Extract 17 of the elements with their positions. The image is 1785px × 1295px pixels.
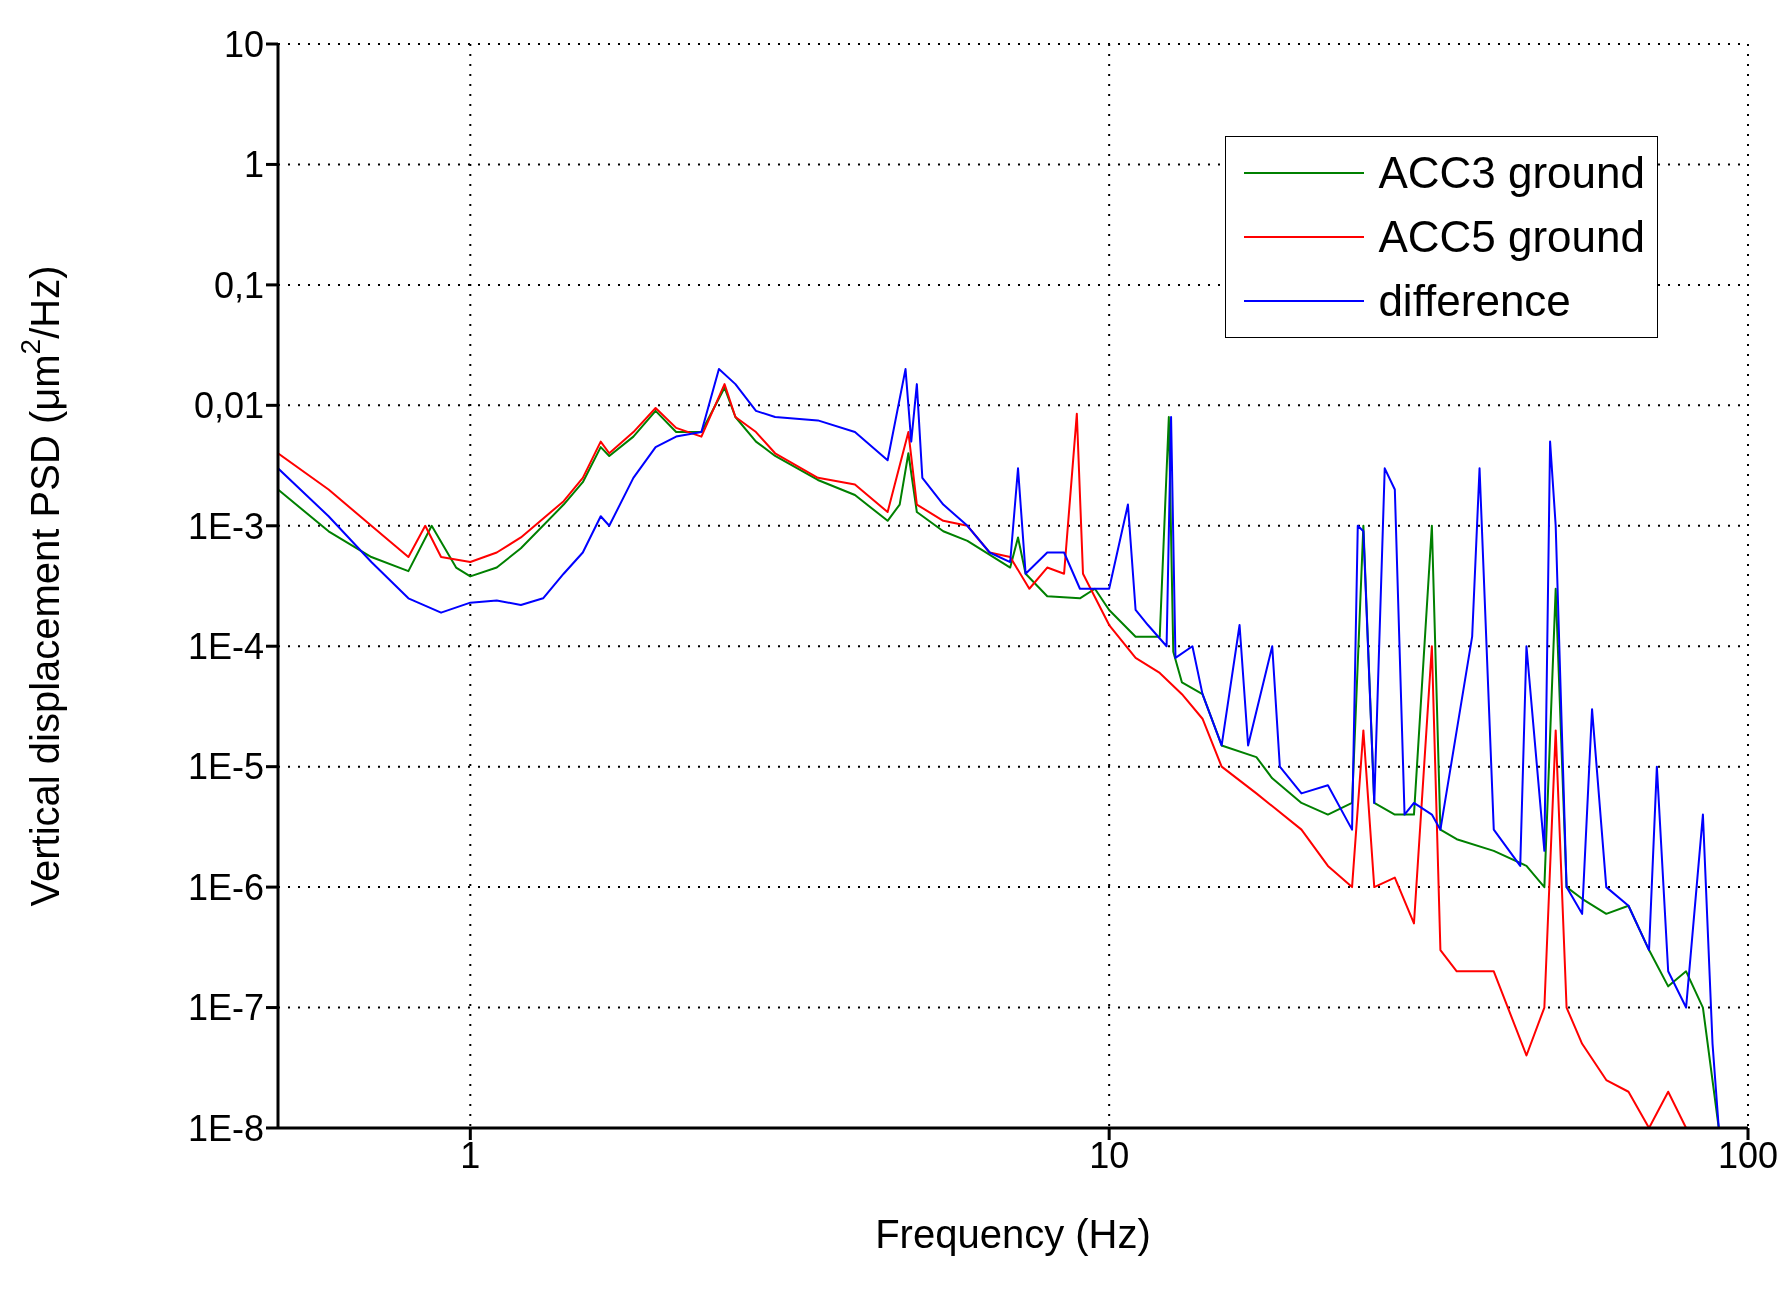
y-tick-label: 1E-7 [187, 987, 264, 1029]
legend-label: ACC5 ground [1378, 212, 1645, 262]
y-tick-label: 1E-3 [187, 505, 264, 547]
legend-label: difference [1378, 276, 1571, 326]
y-tick-label: 1E-6 [187, 866, 264, 908]
y-tick-label: 1E-8 [187, 1107, 264, 1149]
legend-label: ACC3 ground [1378, 148, 1645, 198]
y-tick-label: 0,01 [193, 385, 264, 427]
y-tick-label: 1E-5 [187, 746, 264, 788]
y-tick-label: 1 [243, 144, 264, 186]
x-tick-label: 100 [1717, 1134, 1779, 1176]
x-axis-title: Frequency (Hz) [875, 1212, 1151, 1256]
x-tick-label: 10 [1089, 1134, 1130, 1176]
y-tick-label: 0,1 [213, 264, 264, 306]
y-tick-label: 1E-4 [187, 626, 264, 667]
y-tick-label: 10 [223, 23, 264, 65]
x-tick-label: 1 [460, 1134, 481, 1176]
